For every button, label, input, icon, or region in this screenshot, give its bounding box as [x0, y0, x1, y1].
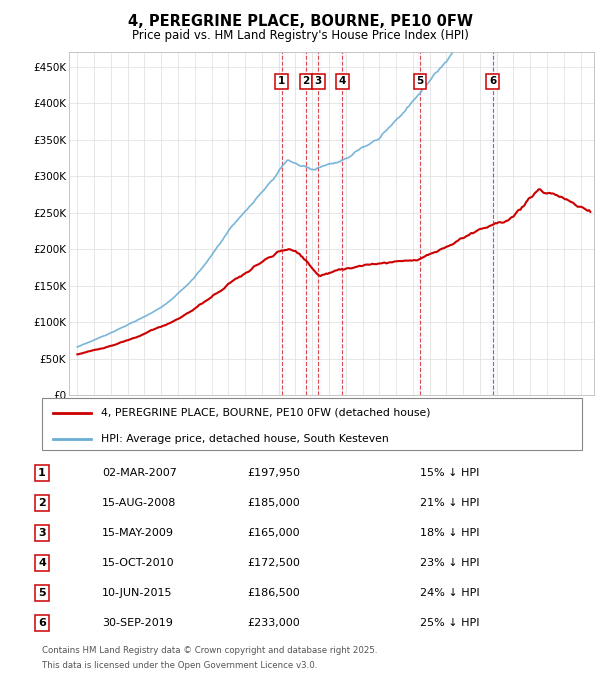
Text: 25% ↓ HPI: 25% ↓ HPI [420, 618, 479, 628]
Text: 3: 3 [38, 528, 46, 538]
Bar [339, 52, 345, 395]
Text: 30-SEP-2019: 30-SEP-2019 [102, 618, 173, 628]
Text: £185,000: £185,000 [247, 498, 300, 508]
FancyBboxPatch shape [42, 398, 582, 450]
Text: 3: 3 [315, 76, 322, 86]
Text: 2: 2 [38, 498, 46, 508]
Bar [278, 52, 284, 395]
Text: £233,000: £233,000 [247, 618, 300, 628]
Text: £186,500: £186,500 [247, 588, 300, 598]
Bar [417, 52, 423, 395]
Text: 21% ↓ HPI: 21% ↓ HPI [420, 498, 479, 508]
Text: Contains HM Land Registry data © Crown copyright and database right 2025.: Contains HM Land Registry data © Crown c… [42, 646, 377, 655]
Text: 23% ↓ HPI: 23% ↓ HPI [420, 558, 479, 568]
Text: 15-OCT-2010: 15-OCT-2010 [102, 558, 175, 568]
Text: 15-AUG-2008: 15-AUG-2008 [102, 498, 176, 508]
Text: £172,500: £172,500 [247, 558, 300, 568]
Text: 2: 2 [302, 76, 310, 86]
Text: This data is licensed under the Open Government Licence v3.0.: This data is licensed under the Open Gov… [42, 661, 317, 670]
Text: £165,000: £165,000 [247, 528, 300, 538]
Text: 6: 6 [38, 618, 46, 628]
Bar [490, 52, 496, 395]
Text: 4, PEREGRINE PLACE, BOURNE, PE10 0FW (detached house): 4, PEREGRINE PLACE, BOURNE, PE10 0FW (de… [101, 408, 431, 418]
Bar [303, 52, 309, 395]
Text: 15% ↓ HPI: 15% ↓ HPI [420, 468, 479, 478]
Text: 02-MAR-2007: 02-MAR-2007 [102, 468, 177, 478]
Text: 4: 4 [338, 76, 346, 86]
Text: 1: 1 [38, 468, 46, 478]
Text: 5: 5 [38, 588, 46, 598]
Text: HPI: Average price, detached house, South Kesteven: HPI: Average price, detached house, Sout… [101, 434, 389, 443]
Text: £197,950: £197,950 [247, 468, 300, 478]
Text: Price paid vs. HM Land Registry's House Price Index (HPI): Price paid vs. HM Land Registry's House … [131, 29, 469, 41]
Bar [316, 52, 322, 395]
Text: 1: 1 [278, 76, 285, 86]
Text: 4, PEREGRINE PLACE, BOURNE, PE10 0FW: 4, PEREGRINE PLACE, BOURNE, PE10 0FW [128, 14, 473, 29]
Text: 4: 4 [38, 558, 46, 568]
Text: 24% ↓ HPI: 24% ↓ HPI [420, 588, 479, 598]
Text: 10-JUN-2015: 10-JUN-2015 [102, 588, 173, 598]
Text: 6: 6 [489, 76, 496, 86]
Text: 15-MAY-2009: 15-MAY-2009 [102, 528, 174, 538]
Text: 5: 5 [416, 76, 424, 86]
Text: 18% ↓ HPI: 18% ↓ HPI [420, 528, 479, 538]
